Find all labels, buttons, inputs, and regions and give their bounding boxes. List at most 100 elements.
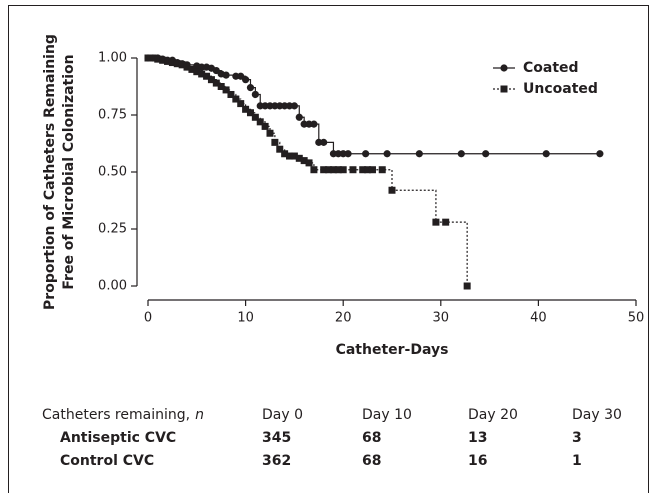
marker xyxy=(482,150,490,158)
risk-table-column: Day 30 xyxy=(572,407,622,423)
marker xyxy=(432,218,440,226)
marker xyxy=(173,60,181,68)
marker xyxy=(232,95,240,103)
risk-table-header: Catheters remaining, n xyxy=(42,407,204,423)
marker xyxy=(144,54,152,62)
marker xyxy=(310,120,318,128)
marker xyxy=(463,282,471,290)
risk-table-cell: 68 xyxy=(362,453,381,469)
y-axis-label: Proportion of Catheters Remaining xyxy=(42,34,58,310)
marker xyxy=(217,83,225,90)
marker xyxy=(246,84,255,92)
risk-table-row-label: Control CVC xyxy=(60,453,154,469)
risk-table-label: Catheters remaining, xyxy=(42,407,190,423)
risk-table-cell: 345 xyxy=(262,430,291,446)
marker xyxy=(364,166,372,174)
risk-table-cell: 13 xyxy=(468,430,487,446)
marker xyxy=(320,138,328,146)
marker xyxy=(339,166,347,174)
marker xyxy=(271,138,279,146)
marker xyxy=(310,166,318,174)
marker xyxy=(193,68,201,76)
risk-table-column: Day 0 xyxy=(262,407,303,423)
marker xyxy=(334,166,342,174)
marker xyxy=(305,159,313,167)
marker xyxy=(290,152,298,160)
risk-table-cell: 16 xyxy=(468,453,487,469)
y-tick-label: 1.00 xyxy=(98,51,127,66)
risk-table-column: Day 10 xyxy=(362,407,412,423)
marker xyxy=(359,166,367,174)
marker xyxy=(266,129,274,137)
marker xyxy=(320,166,328,174)
marker xyxy=(276,145,284,153)
risk-table-cell: 3 xyxy=(572,430,582,446)
marker xyxy=(168,59,176,67)
risk-table-cell: 68 xyxy=(362,430,381,446)
marker xyxy=(159,56,167,64)
x-tick-label: 10 xyxy=(237,311,254,326)
marker xyxy=(222,86,230,94)
y-tick-label: 0.50 xyxy=(98,165,127,180)
marker xyxy=(164,57,172,65)
marker xyxy=(246,109,254,117)
risk-table-row-label: Antiseptic CVC xyxy=(60,430,176,446)
marker xyxy=(457,150,465,158)
y-axis-label: Free of Microbial Colonization xyxy=(61,54,77,289)
marker xyxy=(378,166,386,174)
marker xyxy=(281,150,289,158)
marker xyxy=(295,154,303,162)
marker xyxy=(349,166,357,174)
legend-marker xyxy=(500,85,508,93)
marker xyxy=(251,90,259,99)
x-tick-label: 50 xyxy=(628,311,645,326)
marker xyxy=(188,65,196,73)
risk-table-var: n xyxy=(195,407,204,423)
marker xyxy=(286,152,294,160)
marker xyxy=(415,150,423,158)
y-tick-label: 0.25 xyxy=(98,222,127,237)
y-tick-label: 0.75 xyxy=(98,108,127,123)
marker xyxy=(383,150,391,158)
marker xyxy=(325,166,333,174)
marker xyxy=(368,166,376,174)
x-tick-label: 20 xyxy=(335,311,352,326)
frame xyxy=(8,5,649,493)
risk-table-column: Day 20 xyxy=(468,407,518,423)
marker xyxy=(203,72,211,80)
marker xyxy=(237,100,245,108)
marker xyxy=(222,71,230,79)
marker xyxy=(251,113,259,121)
x-tick-label: 30 xyxy=(433,311,450,326)
x-axis-label: Catheter-Days xyxy=(336,342,449,358)
risk-table-cell: 1 xyxy=(572,453,582,469)
legend-label: Uncoated xyxy=(523,81,598,97)
x-tick-label: 40 xyxy=(530,311,547,326)
legend-marker xyxy=(500,64,508,72)
marker xyxy=(442,218,450,226)
marker xyxy=(300,157,308,165)
marker xyxy=(344,150,352,158)
marker xyxy=(329,166,337,174)
marker xyxy=(242,76,250,84)
marker xyxy=(596,150,604,158)
marker xyxy=(207,76,215,84)
marker xyxy=(362,150,370,158)
x-tick-label: 0 xyxy=(144,311,152,326)
survival-curve xyxy=(148,57,468,286)
marker xyxy=(183,63,191,71)
marker xyxy=(178,61,186,69)
marker xyxy=(295,113,303,121)
marker xyxy=(198,70,206,78)
marker xyxy=(290,102,298,110)
marker xyxy=(542,150,550,158)
marker xyxy=(261,122,269,130)
marker xyxy=(212,79,220,87)
marker xyxy=(149,54,157,62)
marker xyxy=(242,105,250,113)
marker xyxy=(256,118,264,126)
marker xyxy=(388,186,396,194)
legend-label: Coated xyxy=(523,60,579,76)
risk-table-cell: 362 xyxy=(262,453,291,469)
